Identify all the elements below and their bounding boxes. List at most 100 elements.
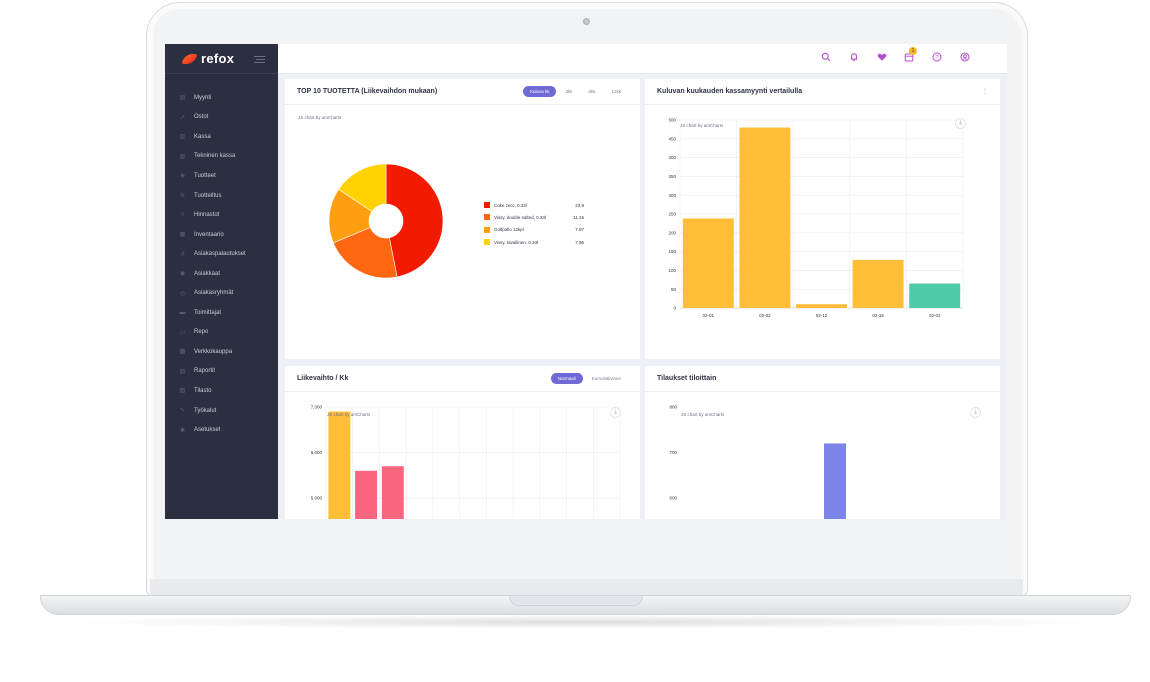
bar[interactable]: [381, 466, 404, 519]
users-icon: ◎: [179, 290, 186, 297]
y-tick-label: 300: [668, 193, 676, 198]
sidebar-item-label: Inventaario: [194, 231, 224, 238]
bar[interactable]: [682, 218, 734, 308]
sidebar-item-repo[interactable]: ▭ Repo: [165, 323, 278, 343]
menu-toggle-icon[interactable]: [254, 56, 265, 63]
x-tick-label: 02-02: [759, 313, 771, 318]
legend-item[interactable]: Coke zero, 0.33l 23.9: [484, 199, 584, 211]
tab-kuluva-kk[interactable]: Kuluva kk: [522, 86, 557, 97]
y-tick-label: 50: [671, 287, 677, 292]
sidebar-item-asiakasryhmät[interactable]: ◎ Asiakasryhmät: [165, 283, 278, 303]
sidebar-item-inventaario[interactable]: ▦ Inventaario: [165, 225, 278, 245]
sidebar-item-kassa[interactable]: ▥ Kassa: [165, 127, 278, 147]
sidebar-item-label: Toimittajat: [194, 309, 222, 316]
download-icon[interactable]: ⤓: [970, 407, 981, 418]
legend-label: Vissy, double salted, 0.33l: [494, 214, 546, 220]
period-tabs: Kuluva kk 3kk 6kk 12kk: [522, 86, 628, 97]
sidebar: refox ▤ Myynti ↗ Ostot ▥ Kassa ▥ Tekninen kassa…: [165, 44, 278, 519]
tab-3kk[interactable]: 3kk: [565, 89, 573, 94]
legend-value: 7.97: [575, 227, 584, 233]
sidebar-item-tekninen-kassa[interactable]: ▥ Tekninen kassa: [165, 147, 278, 167]
cash-sales-bar-chart: 0 50 100 150 200 250 300 350 400 450 500 02-01 02-02…: [668, 118, 964, 318]
sidebar-item-hinnastot[interactable]: ≡ Hinnastot: [165, 205, 278, 225]
legend-item[interactable]: Vissy, tavallinen, 0.33l 7.96: [484, 236, 584, 248]
bar[interactable]: [852, 259, 904, 308]
help-icon[interactable]: ?: [930, 52, 943, 65]
chart-credit: JS chart by amCharts: [298, 115, 342, 120]
y-tick-label: 5,000: [311, 496, 323, 501]
calendar-icon[interactable]: 1: [902, 47, 917, 65]
mode-tabs: Normaali Kumulatiivinen: [550, 373, 628, 384]
tab-normaali[interactable]: Normaali: [550, 373, 583, 384]
wrench-icon: ✎: [179, 408, 186, 415]
orders-bar-chart: 400500600700800: [669, 405, 846, 519]
sidebar-item-label: Tilasto: [194, 387, 212, 394]
pie-legend: Coke zero, 0.33l 23.9 Vissy, double salted…: [484, 199, 584, 248]
sidebar-item-toimittajat[interactable]: ▬ Toimittajat: [165, 303, 278, 323]
truck-icon: ▬: [179, 309, 186, 316]
sidebar-item-tilasto[interactable]: ▨ Tilasto: [165, 381, 278, 401]
return-icon: ↺: [179, 251, 186, 258]
sidebar-item-label: Verkkokauppa: [194, 348, 233, 355]
y-tick-label: 800: [669, 405, 677, 410]
sidebar-item-myynti[interactable]: ▤ Myynti: [165, 88, 278, 108]
bar[interactable]: [328, 411, 351, 519]
sidebar-nav: ▤ Myynti ↗ Ostot ▥ Kassa ▥ Tekninen kassa ◈ Tuott…: [165, 74, 278, 440]
legend-item[interactable]: Vissy, double salted, 0.33l 11.15: [484, 211, 584, 223]
tab-kumulatiivinen[interactable]: Kumulatiivinen: [591, 376, 621, 381]
y-tick-label: 7,000: [311, 405, 323, 410]
user-circle-icon[interactable]: [958, 52, 971, 65]
sidebar-item-asiakkaat[interactable]: ◉ Asiakkaat: [165, 264, 278, 284]
sidebar-item-tuotteet[interactable]: ◈ Tuotteet: [165, 166, 278, 186]
store-icon: ▩: [179, 349, 186, 356]
sidebar-item-label: Asiakaspalautukset: [194, 251, 246, 258]
tag-icon: ◈: [180, 173, 185, 180]
laptop-notch: [509, 596, 643, 606]
bell-icon[interactable]: [847, 52, 860, 65]
sidebar-item-asetukset[interactable]: ✱ Asetukset: [165, 420, 278, 440]
tab-12kk[interactable]: 12kk: [611, 89, 621, 94]
bar[interactable]: [824, 443, 846, 519]
y-tick-label: 500: [668, 118, 676, 123]
pie-slice[interactable]: [332, 227, 398, 279]
arrow-up-right-icon: ↗: [179, 114, 186, 121]
laptop-shadow: [60, 615, 1110, 629]
sidebar-item-tuotteiltus[interactable]: ≋ Tuotteiltus: [165, 186, 278, 206]
cash-sales-card: Kuluvan kuukauden kassamyynti vertailull…: [645, 79, 1000, 359]
more-options-icon[interactable]: ⋮: [982, 89, 988, 95]
search-icon[interactable]: [819, 52, 832, 65]
heart-icon[interactable]: [875, 52, 888, 65]
bar[interactable]: [796, 304, 847, 308]
laptop-bezel: [150, 579, 1023, 596]
x-tick-label: 02-15: [872, 313, 884, 318]
top10-products-card: TOP 10 TUOTETTA (Liikevaihdon mukaan) Ku…: [285, 79, 640, 359]
tab-6kk[interactable]: 6kk: [588, 89, 596, 94]
pie-slice[interactable]: [338, 163, 387, 212]
y-tick-label: 250: [668, 212, 676, 217]
brand-logo[interactable]: refox: [165, 44, 278, 74]
sidebar-item-verkkokauppa[interactable]: ▩ Verkkokauppa: [165, 342, 278, 362]
legend-label: Vissy, tavallinen, 0.33l: [494, 239, 539, 245]
pie-slice[interactable]: [385, 163, 444, 278]
folder-icon: ▭: [179, 329, 186, 336]
sidebar-item-raportit[interactable]: ▧ Raportit: [165, 362, 278, 382]
bar[interactable]: [739, 127, 791, 308]
sidebar-item-label: Repo: [194, 329, 209, 336]
y-tick-label: 700: [669, 450, 677, 455]
legend-label: Golfpallo 12kpl: [494, 227, 524, 233]
legend-swatch: [484, 202, 490, 209]
sidebar-item-ostot[interactable]: ↗ Ostot: [165, 108, 278, 128]
bar[interactable]: [909, 283, 961, 308]
bar[interactable]: [355, 470, 378, 519]
y-tick-label: 150: [668, 249, 676, 254]
y-tick-label: 6,000: [311, 450, 323, 455]
sidebar-item-asiakaspalautukset[interactable]: ↺ Asiakaspalautukset: [165, 244, 278, 264]
download-icon[interactable]: ⤓: [955, 118, 966, 129]
sidebar-item-label: Asiakkaat: [194, 270, 221, 277]
sidebar-item-label: Tekninen kassa: [194, 153, 236, 160]
download-icon[interactable]: ⤓: [610, 407, 621, 418]
x-tick-label: 02-12: [816, 313, 828, 318]
legend-item[interactable]: Golfpallo 12kpl 7.97: [484, 224, 584, 236]
sidebar-item-työkalut[interactable]: ✎ Työkalut: [165, 401, 278, 421]
